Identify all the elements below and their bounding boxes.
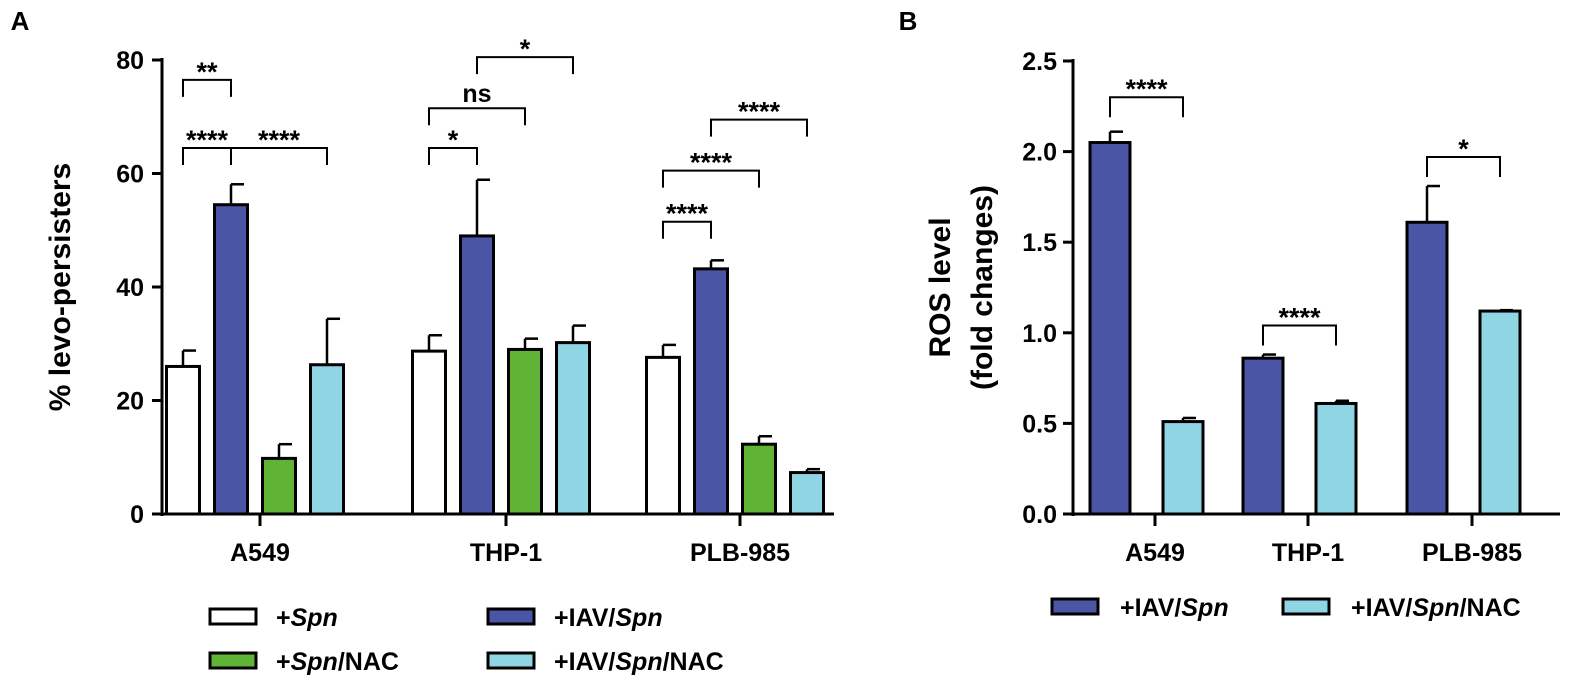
- significance-bracket: [1262, 324, 1337, 346]
- significance-bracket: [710, 118, 808, 137]
- significance-bracket: [476, 56, 574, 75]
- legend-swatch: [1281, 597, 1331, 616]
- legend-label: +IAV/Spn: [554, 604, 663, 632]
- panel-b-chart: 0.0 0.5 1.0 1.5 2.0 2.5 ROS level (fold changes…: [924, 48, 1560, 622]
- significance-bracket: [1426, 156, 1501, 178]
- x-tick-label: PLB-985: [1422, 539, 1522, 567]
- significance-label: ****: [1278, 303, 1321, 333]
- legend-swatch: [1050, 597, 1100, 616]
- significance-bracket: [182, 78, 232, 97]
- x-tick-label: THP-1: [1272, 539, 1344, 567]
- x-tick-label: THP-1: [470, 539, 542, 567]
- legend-swatch: [486, 651, 536, 670]
- significance-label: ****: [666, 199, 709, 229]
- bar: [411, 349, 447, 516]
- significance-label: ****: [1125, 74, 1168, 104]
- significance-bracket: [428, 107, 526, 126]
- y-tick-label: 1.5: [1022, 229, 1057, 257]
- y-tick-label: 1.0: [1022, 320, 1057, 348]
- significance-label: ****: [258, 125, 301, 155]
- bar: [1314, 401, 1358, 516]
- bar: [645, 355, 681, 516]
- x-tick-label: A549: [1125, 539, 1185, 567]
- legend-swatch: [208, 651, 258, 670]
- bar: [213, 203, 249, 516]
- y-tick-label: 40: [116, 274, 144, 302]
- significance-label: ****: [738, 97, 781, 127]
- y-tick-label: 0.0: [1022, 501, 1057, 529]
- legend-label: +IAV/Spn: [1120, 594, 1229, 622]
- legend-label: +Spn: [276, 604, 338, 632]
- bar: [165, 364, 201, 516]
- y-axis-label: % levo-persisters: [44, 163, 77, 411]
- panel-label-b: B: [899, 6, 918, 36]
- bar: [1478, 309, 1522, 516]
- y-tick-label: 80: [116, 47, 144, 75]
- y-tick-label: 20: [116, 388, 144, 416]
- y-tick-label: 2.0: [1022, 139, 1057, 167]
- legend-label: +Spn/NAC: [276, 648, 399, 676]
- bar: [459, 234, 495, 516]
- bar: [1088, 141, 1132, 516]
- legend-label: +IAV/Spn/NAC: [1351, 594, 1521, 622]
- bar: [309, 363, 345, 516]
- y-tick-label: 0.5: [1022, 410, 1057, 438]
- significance-bracket: [662, 220, 712, 239]
- y-tick-label: 60: [116, 161, 144, 189]
- significance-label: *: [520, 34, 531, 64]
- y-tick-label: 0: [130, 501, 144, 529]
- significance-label: *: [448, 125, 459, 155]
- bar: [693, 267, 729, 516]
- bar: [1241, 356, 1285, 516]
- bar: [1405, 220, 1449, 516]
- significance-label: *: [1458, 134, 1469, 164]
- significance-bracket: [230, 146, 328, 165]
- significance-bracket: [428, 146, 478, 165]
- y-axis-label-line-2: (fold changes): [966, 185, 999, 390]
- significance-label: ns: [462, 80, 491, 108]
- bar: [741, 442, 777, 516]
- legend-label: +IAV/Spn/NAC: [554, 648, 724, 676]
- significance-label: ****: [186, 125, 229, 155]
- panel-a-chart: 0 20 40 60 80 % levo-persisters A549 THP-1 PLB-9…: [44, 34, 834, 676]
- significance-label: ****: [690, 148, 733, 178]
- y-tick-label: 2.5: [1022, 48, 1057, 76]
- y-axis-label-line-1: ROS level: [924, 217, 957, 357]
- panel-label-a: A: [11, 6, 30, 36]
- bar: [507, 347, 543, 516]
- significance-bracket: [1109, 96, 1184, 118]
- x-tick-label: A549: [230, 539, 290, 567]
- bar: [789, 471, 825, 516]
- significance-label: **: [196, 57, 218, 87]
- bar: [555, 341, 591, 516]
- bar: [1161, 420, 1205, 516]
- legend-swatch: [208, 607, 258, 626]
- significance-bracket: [662, 169, 760, 188]
- bar: [261, 456, 297, 516]
- legend-swatch: [486, 607, 536, 626]
- x-tick-label: PLB-985: [690, 539, 790, 567]
